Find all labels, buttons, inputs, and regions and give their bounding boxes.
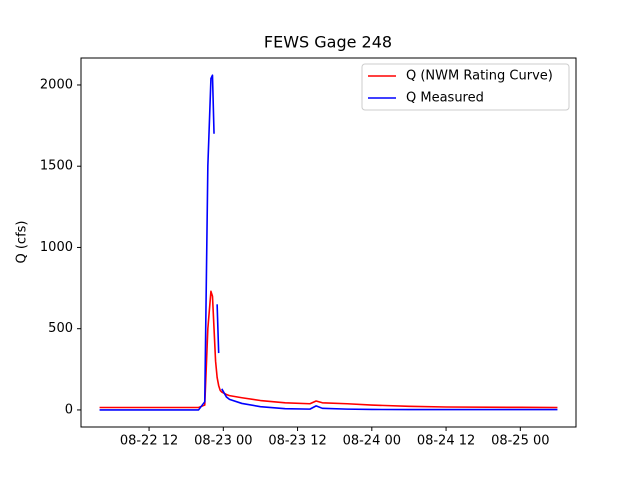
x-tick-label: 08-24 12: [417, 434, 475, 449]
legend-label: Q Measured: [406, 91, 484, 106]
y-tick-label: 2000: [40, 77, 73, 92]
y-tick-label: 0: [65, 402, 73, 417]
data-line: [99, 290, 558, 409]
legend-label: Q (NWM Rating Curve): [406, 69, 553, 84]
y-tick-label: 1000: [40, 240, 73, 255]
data-line: [99, 74, 558, 411]
x-tick-label: 08-25 00: [491, 434, 549, 449]
x-tick-label: 08-23 00: [194, 434, 252, 449]
x-tick-label: 08-24 00: [343, 434, 401, 449]
chart-title: FEWS Gage 248: [264, 33, 392, 52]
x-tick-label: 08-22 12: [120, 434, 178, 449]
y-tick-label: 500: [48, 321, 73, 336]
plot-frame: [80, 57, 577, 428]
y-tick-label: 1500: [40, 159, 73, 174]
legend-box: [361, 63, 570, 111]
x-tick-label: 08-23 12: [268, 434, 326, 449]
y-axis-label: Q (cfs): [15, 220, 30, 263]
